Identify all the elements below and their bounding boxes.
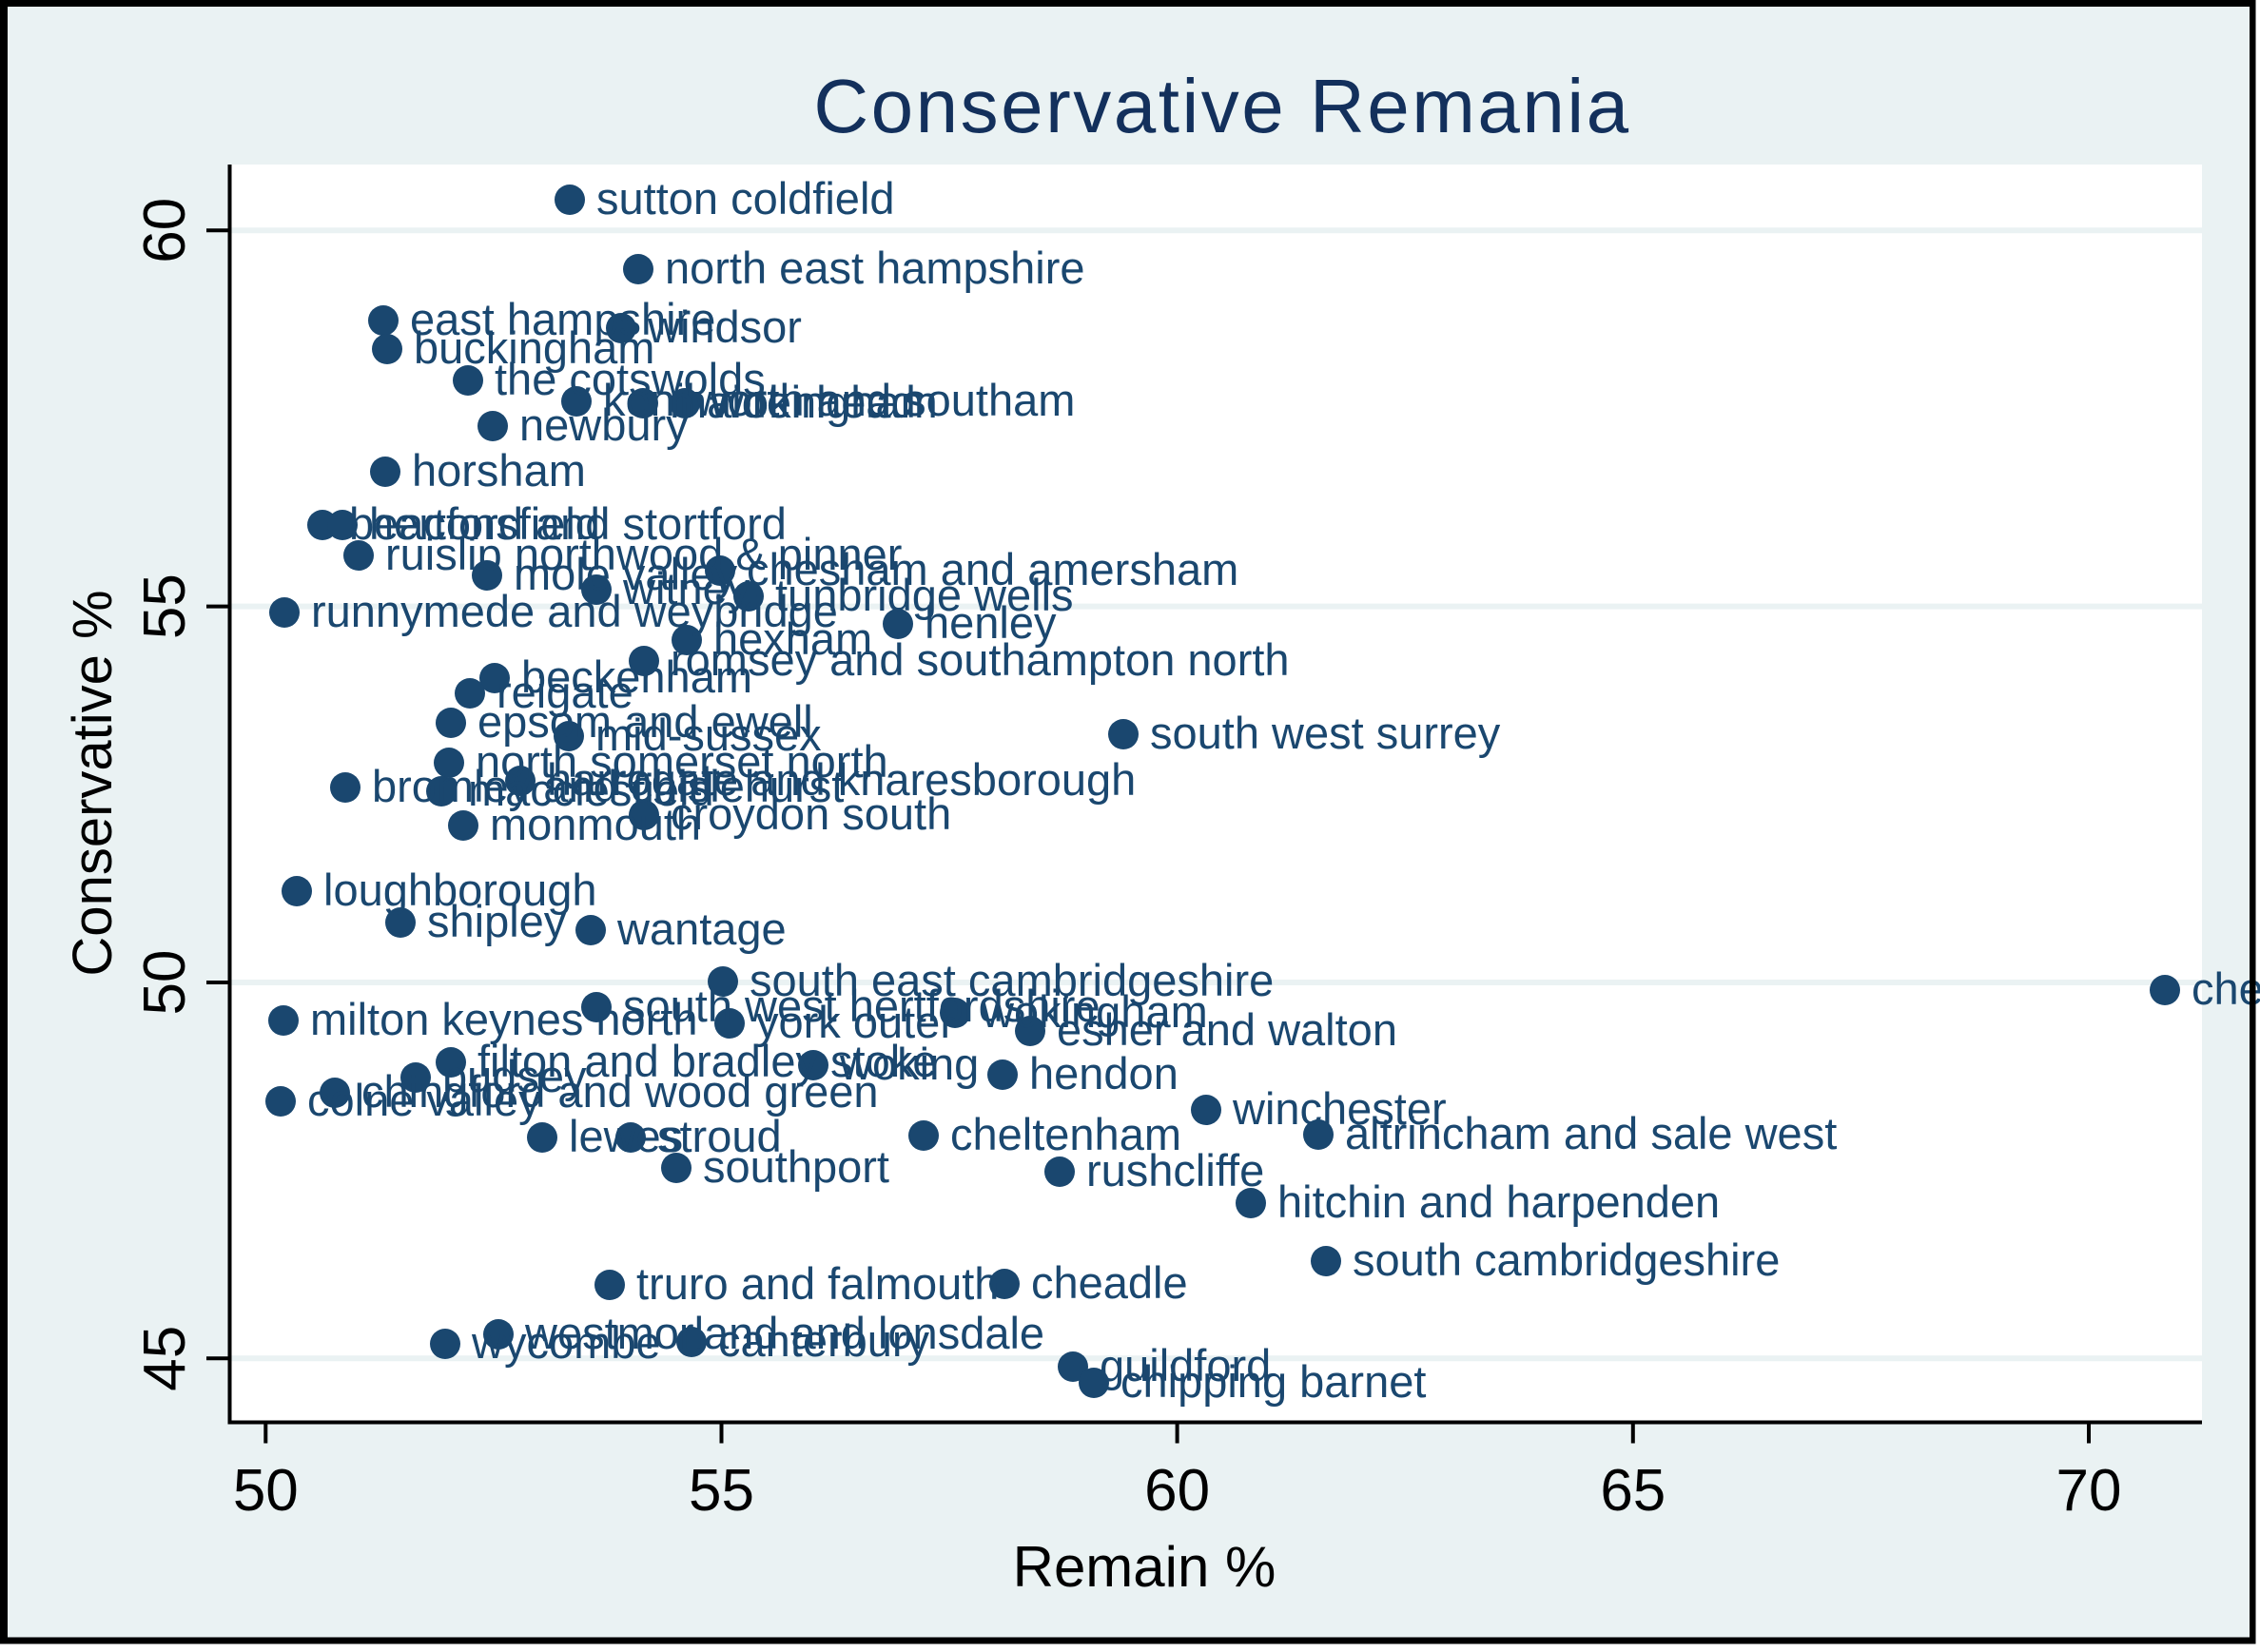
svg-text:the cotswolds: the cotswolds <box>495 354 766 404</box>
svg-text:altrincham and sale west: altrincham and sale west <box>1345 1108 1837 1158</box>
svg-text:sutton coldfield: sutton coldfield <box>596 173 895 224</box>
svg-text:beckenham: beckenham <box>521 651 752 702</box>
svg-text:canterbury: canterbury <box>718 1315 930 1366</box>
svg-text:Conservative %: Conservative % <box>62 590 124 976</box>
svg-text:Remain %: Remain % <box>1013 1535 1276 1599</box>
svg-text:hexham: hexham <box>713 613 872 664</box>
svg-text:esher and walton: esher and walton <box>1057 1004 1397 1055</box>
svg-text:southport: southport <box>703 1141 889 1192</box>
svg-text:chipping barnet: chipping barnet <box>1120 1356 1426 1407</box>
svg-text:65: 65 <box>1600 1458 1666 1524</box>
svg-text:woking: woking <box>839 1039 979 1089</box>
svg-text:45: 45 <box>132 1326 198 1391</box>
svg-text:60: 60 <box>1144 1458 1210 1524</box>
svg-text:mole valley: mole valley <box>514 549 738 599</box>
svg-text:horsham: horsham <box>412 445 586 496</box>
svg-text:shipley: shipley <box>427 896 567 946</box>
svg-text:south west surrey: south west surrey <box>1150 708 1501 758</box>
svg-text:cheadle: cheadle <box>1031 1257 1188 1308</box>
svg-text:south cambridgeshire: south cambridgeshire <box>1353 1234 1780 1285</box>
svg-text:croydon south: croydon south <box>671 788 951 839</box>
svg-text:monmouth: monmouth <box>490 799 701 849</box>
svg-text:lewes: lewes <box>569 1111 683 1161</box>
svg-text:Conservative Remania: Conservative Remania <box>813 64 1630 148</box>
svg-text:buckingham: buckingham <box>414 322 654 373</box>
svg-text:loughborough: loughborough <box>323 865 597 915</box>
svg-text:south west hertfordshire: south west hertfordshire <box>623 981 1101 1031</box>
svg-text:55: 55 <box>689 1458 754 1524</box>
svg-text:runnymede and weybridge: runnymede and weybridge <box>311 586 838 636</box>
svg-text:chesham and amersham: chesham and amersham <box>747 544 1238 594</box>
svg-text:north east hampshire: north east hampshire <box>665 243 1085 293</box>
svg-text:kenilworth and southam: kenilworth and southam <box>603 375 1075 425</box>
svg-text:westmorland and lonsdale: westmorland and lonsdale <box>524 1308 1044 1358</box>
svg-text:chingford and wood green: chingford and wood green <box>361 1066 879 1117</box>
svg-text:beaconsfield: beaconsfield <box>349 498 600 549</box>
svg-text:50: 50 <box>233 1458 299 1524</box>
svg-text:witney: witney <box>622 563 750 613</box>
svg-text:windsor: windsor <box>647 301 802 352</box>
svg-text:cheltenham: cheltenham <box>950 1109 1181 1159</box>
svg-text:hertford and stortford: hertford and stortford <box>369 498 787 549</box>
svg-text:chelsea and fulham: chelsea and fulham <box>2192 963 2260 1014</box>
svg-text:guildford: guildford <box>1100 1340 1271 1390</box>
svg-text:stroud: stroud <box>657 1111 782 1161</box>
svg-text:pudsey: pudsey <box>442 1051 587 1101</box>
svg-text:60: 60 <box>132 198 198 263</box>
svg-text:50: 50 <box>132 950 198 1016</box>
svg-text:harrogate and knaresborough: harrogate and knaresborough <box>547 754 1136 805</box>
svg-text:north somerset north: north somerset north <box>476 736 888 787</box>
svg-text:bromley and chislehurst: bromley and chislehurst <box>372 761 844 811</box>
svg-text:maidenhead: maidenhead <box>670 377 916 427</box>
svg-text:70: 70 <box>2056 1458 2122 1524</box>
svg-text:truro and falmouth: truro and falmouth <box>636 1258 999 1309</box>
svg-text:east hampshire: east hampshire <box>410 294 715 344</box>
svg-text:ruislip northwood & pinner: ruislip northwood & pinner <box>385 529 902 579</box>
svg-text:milton keynes north: milton keynes north <box>310 994 698 1044</box>
svg-text:henley: henley <box>925 597 1057 648</box>
svg-text:hitchin and harpenden: hitchin and harpenden <box>1277 1176 1720 1227</box>
svg-text:colne valley: colne valley <box>307 1075 541 1125</box>
svg-text:winchester: winchester <box>1232 1083 1447 1134</box>
svg-text:south east cambridgeshire: south east cambridgeshire <box>750 955 1274 1005</box>
svg-text:wantage: wantage <box>616 904 787 954</box>
svg-text:wycombe: wycombe <box>471 1317 661 1368</box>
svg-text:reigate: reigate <box>497 667 633 717</box>
svg-text:tunbridge wells: tunbridge wells <box>775 570 1074 620</box>
svg-text:wokingham: wokingham <box>981 986 1208 1037</box>
svg-text:rushcliffe: rushcliffe <box>1086 1145 1264 1195</box>
svg-text:newbury: newbury <box>519 399 689 450</box>
svg-text:hendon: hendon <box>1029 1048 1179 1098</box>
svg-text:romsey and southampton north: romsey and southampton north <box>671 634 1290 685</box>
svg-text:mid-sussex: mid-sussex <box>595 709 822 760</box>
svg-text:55: 55 <box>132 573 198 639</box>
svg-text:york outer: york outer <box>756 997 955 1047</box>
svg-text:wokingham: wokingham <box>711 377 938 427</box>
svg-text:macclesfield: macclesfield <box>468 765 714 815</box>
svg-text:filton and bradley stoke: filton and bradley stoke <box>477 1036 937 1086</box>
svg-text:epsom and ewell: epsom and ewell <box>477 696 813 747</box>
